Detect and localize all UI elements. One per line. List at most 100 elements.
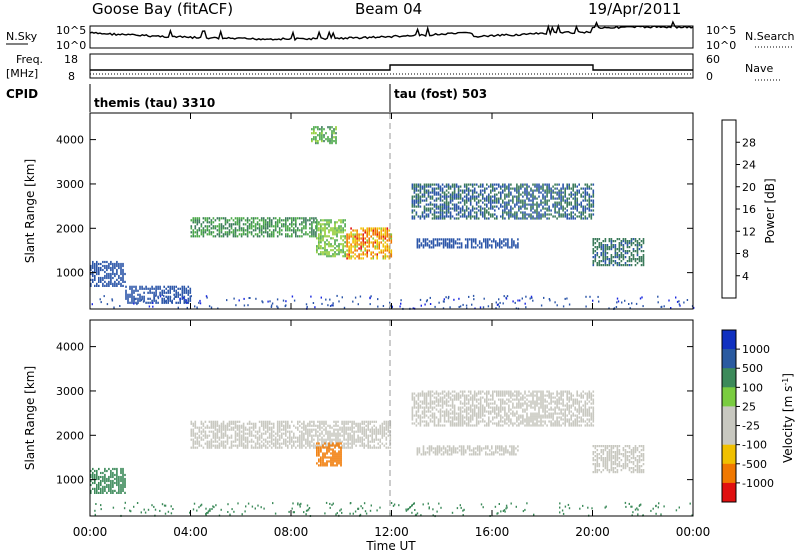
ground-scatter-cell (499, 301, 501, 304)
range-cell (417, 408, 420, 411)
range-cell (534, 183, 536, 186)
range-cell (484, 187, 486, 190)
range-cell (441, 406, 444, 409)
range-cell (276, 442, 279, 445)
range-cell (234, 426, 237, 429)
range-cell (352, 233, 354, 236)
range-cell (524, 410, 526, 413)
range-cell (274, 436, 277, 439)
range-cell (266, 227, 269, 230)
range-cell (453, 398, 456, 401)
range-cell (262, 235, 265, 238)
range-cell (295, 231, 297, 234)
range-cell (98, 485, 100, 488)
range-cell (494, 195, 496, 198)
range-cell (328, 229, 330, 232)
range-cell (556, 412, 558, 415)
range-cell (262, 217, 265, 220)
range-cell (596, 238, 599, 241)
range-cell (157, 287, 159, 290)
range-cell (475, 197, 478, 200)
range-cell (564, 215, 566, 218)
range-cell (116, 284, 118, 287)
range-cell (490, 183, 492, 186)
range-cell (114, 262, 116, 266)
range-cell (417, 205, 420, 208)
range-cell (222, 440, 225, 443)
range-cell (608, 238, 611, 241)
ground-scatter-cell (331, 304, 333, 307)
range-cell (469, 217, 472, 220)
range-cell (584, 193, 587, 196)
range-cell (228, 225, 231, 228)
range-cell (486, 422, 488, 425)
range-cell (376, 233, 378, 236)
range-cell (560, 396, 562, 399)
range-cell (382, 235, 385, 238)
range-cell (161, 293, 163, 296)
range-cell (536, 396, 538, 399)
range-cell (556, 392, 558, 395)
range-cell (210, 440, 213, 443)
range-cell (362, 253, 364, 256)
range-cell (530, 424, 532, 427)
range-cell (236, 424, 239, 427)
range-cell (471, 396, 474, 399)
range-cell (454, 240, 457, 243)
range-cell (326, 255, 328, 258)
range-cell (572, 183, 574, 186)
range-cell (355, 424, 357, 427)
range-cell (307, 440, 309, 443)
range-cell (522, 217, 524, 220)
range-cell (323, 134, 325, 137)
range-cell (558, 193, 560, 196)
range-cell (345, 426, 347, 429)
range-cell (548, 414, 550, 417)
range-cell (385, 442, 388, 445)
range-cell (226, 227, 229, 230)
range-cell (98, 483, 100, 487)
range-cell (596, 264, 599, 267)
range-cell (285, 221, 287, 224)
ground-scatter-cell (194, 305, 196, 308)
range-cell (426, 238, 429, 241)
range-cell (222, 235, 225, 238)
range-cell (110, 276, 112, 280)
range-cell (640, 240, 643, 243)
range-cell (289, 229, 291, 232)
range-cell (373, 420, 375, 423)
range-cell (216, 440, 219, 443)
range-cell (455, 412, 458, 415)
range-cell (285, 217, 287, 220)
range-cell (502, 400, 504, 403)
range-cell (94, 270, 96, 274)
range-cell (516, 392, 518, 395)
range-cell (384, 237, 387, 240)
ground-scatter-cell (468, 295, 470, 298)
range-cell (343, 422, 345, 425)
range-cell (270, 231, 273, 234)
range-cell (196, 219, 199, 222)
range-cell (318, 458, 320, 461)
range-cell (520, 392, 522, 395)
range-cell (459, 215, 462, 218)
range-cell (480, 244, 483, 247)
range-cell (118, 491, 120, 494)
range-cell (452, 246, 455, 249)
range-cell (626, 244, 629, 247)
range-cell (437, 422, 440, 425)
range-cell (479, 410, 482, 413)
range-cell (372, 245, 374, 248)
range-cell (386, 255, 389, 258)
range-cell (147, 297, 149, 300)
ground-scatter-cell (113, 306, 115, 309)
range-cell (570, 211, 572, 214)
range-cell (505, 244, 507, 247)
range-cell (120, 475, 122, 479)
range-cell (346, 253, 348, 256)
ground-scatter-cell (670, 307, 672, 309)
range-cell (492, 207, 494, 210)
ground-scatter-cell (285, 300, 287, 303)
range-cell (522, 402, 524, 405)
range-cell (268, 422, 271, 425)
